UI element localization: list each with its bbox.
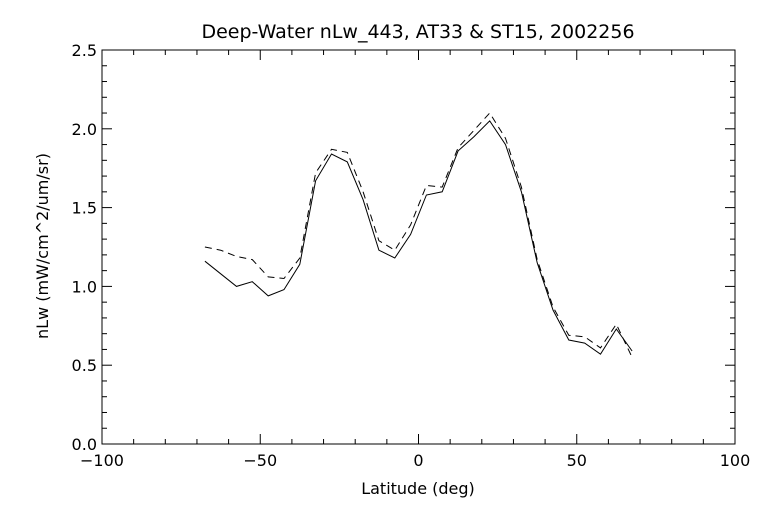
x-axis-label: Latitude (deg) (361, 479, 475, 498)
x-tick-label: 100 (720, 451, 751, 470)
x-tick-label: 50 (567, 451, 587, 470)
y-tick-label: 2.0 (72, 120, 97, 139)
solid-series-line (204, 120, 633, 355)
dashed-series-line (204, 112, 633, 358)
x-tick-label: 0 (413, 451, 423, 470)
y-tick-label: 1.5 (72, 199, 97, 218)
plot-frame (101, 49, 736, 445)
x-tick-label: −50 (243, 451, 277, 470)
x-tick-label: −100 (80, 451, 124, 470)
y-tick-label: 0.0 (72, 435, 97, 454)
y-tick-label: 2.5 (72, 41, 97, 60)
chart-title: Deep-Water nLw_443, AT33 & ST15, 2002256 (201, 21, 634, 43)
y-axis-label: nLw (mW/cm^2/um/sr) (33, 153, 52, 339)
axis-ticks: −100 −50 0 50 100 0.0 0.5 1.0 1.5 2.0 2.5 (72, 41, 751, 470)
y-tick-label: 0.5 (72, 356, 97, 375)
y-tick-label: 1.0 (72, 277, 97, 296)
data-series (204, 112, 633, 358)
